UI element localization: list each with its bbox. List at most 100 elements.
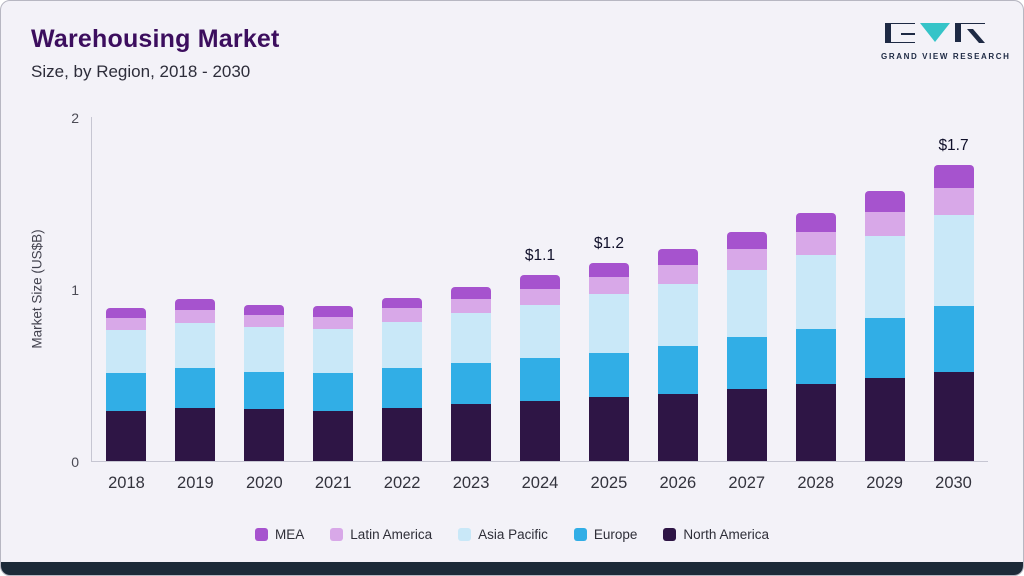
bar-2022	[382, 297, 423, 461]
segment-europe	[726, 337, 767, 389]
legend-swatch-mea	[255, 528, 269, 541]
legend-swatch-north-america	[663, 528, 677, 541]
segment-latin-america	[795, 232, 836, 255]
y-axis-title: Market Size (US$B)	[29, 229, 45, 349]
segment-asia-pacific	[520, 304, 560, 358]
annotation-2024: $1.1	[524, 247, 556, 265]
y-tick-0: 0	[71, 454, 79, 470]
legend-swatch-latin-america	[330, 528, 344, 541]
segment-asia-pacific	[933, 215, 974, 307]
segment-mea	[795, 213, 836, 233]
segment-mea	[382, 297, 423, 308]
legend-label-asia-pacific: Asia Pacific	[478, 527, 548, 542]
segment-latin-america	[588, 277, 629, 295]
segment-north-america	[657, 393, 698, 461]
segment-mea	[726, 232, 767, 250]
segment-europe	[106, 373, 147, 412]
legend-swatch-europe	[573, 528, 587, 541]
legend-item-mea: MEA	[255, 527, 304, 542]
x-tick-2022: 2022	[383, 474, 421, 492]
legend-item-europe: Europe	[573, 527, 638, 542]
segment-europe	[795, 328, 836, 384]
segment-asia-pacific	[795, 254, 836, 329]
segment-europe	[588, 352, 629, 398]
bar-2026	[657, 249, 698, 461]
segment-north-america	[795, 383, 836, 461]
segment-mea	[588, 263, 629, 277]
segment-europe	[451, 362, 492, 405]
segment-europe	[382, 368, 423, 408]
segment-north-america	[106, 411, 147, 461]
segment-north-america	[864, 378, 905, 461]
page-title: Warehousing Market	[31, 25, 280, 53]
segment-mea	[520, 275, 560, 290]
gvr-logo-text: GRAND VIEW RESEARCH	[881, 52, 1011, 61]
segment-asia-pacific	[451, 313, 492, 363]
bar-2028	[795, 213, 836, 461]
bar-2018	[106, 307, 147, 461]
x-tick-2025: 2025	[590, 474, 628, 492]
y-tick-2: 2	[71, 110, 79, 126]
x-tick-2020: 2020	[245, 474, 283, 492]
legend-label-latin-america: Latin America	[350, 527, 433, 542]
grand-view-research-logo: GRAND VIEW RESEARCH	[881, 21, 1011, 61]
segment-europe	[657, 345, 698, 394]
legend-swatch-asia-pacific	[458, 528, 472, 541]
bar-2020	[244, 304, 285, 461]
segment-mea	[106, 307, 147, 319]
legend: MEA Latin America Asia Pacific Europe North …	[1, 527, 1023, 542]
x-tick-2029: 2029	[866, 474, 903, 492]
segment-north-america	[933, 371, 974, 461]
segment-asia-pacific	[244, 326, 285, 372]
segment-latin-america	[175, 309, 216, 324]
segment-mea	[313, 306, 354, 317]
plot-area: 2018 2019 2020 2021 2022 2023 2024 $1.1 2025 $1.2…	[71, 110, 988, 492]
x-tick-2019: 2019	[177, 474, 214, 492]
segment-mea	[657, 249, 698, 265]
segment-latin-america	[451, 299, 492, 314]
x-tick-2021: 2021	[314, 474, 352, 492]
legend-item-north-america: North America	[663, 527, 769, 542]
x-tick-2027: 2027	[728, 474, 766, 492]
segment-latin-america	[726, 249, 767, 271]
bar-2023	[451, 287, 492, 461]
segment-latin-america	[933, 187, 974, 216]
segment-latin-america	[657, 264, 698, 284]
page-subtitle: Size, by Region, 2018 - 2030	[31, 62, 251, 81]
segment-north-america	[382, 407, 423, 461]
bar-2019	[175, 299, 216, 461]
bar-2021	[313, 306, 354, 461]
segment-mea	[933, 165, 974, 188]
segment-asia-pacific	[657, 283, 698, 346]
x-tick-2026: 2026	[659, 474, 697, 492]
x-tick-2018: 2018	[108, 474, 145, 492]
bar-2025	[588, 263, 629, 461]
segment-mea	[175, 299, 216, 310]
segment-mea	[864, 191, 905, 212]
segment-europe	[313, 373, 354, 412]
legend-label-europe: Europe	[593, 527, 638, 542]
segment-europe	[175, 368, 216, 408]
segment-north-america	[726, 388, 767, 461]
segment-latin-america	[520, 289, 560, 305]
segment-mea	[244, 304, 285, 315]
legend-item-latin-america: Latin America	[330, 527, 432, 542]
segment-latin-america	[864, 211, 905, 236]
bar-2024	[520, 275, 560, 461]
x-tick-2028: 2028	[797, 474, 835, 492]
segment-north-america	[175, 407, 216, 461]
x-tick-2024: 2024	[521, 474, 559, 492]
segment-europe	[244, 371, 285, 410]
gvr-logo-icon	[885, 23, 985, 43]
segment-asia-pacific	[864, 235, 905, 319]
segment-asia-pacific	[382, 321, 423, 369]
segment-europe	[933, 306, 974, 372]
legend-label-mea: MEA	[275, 527, 305, 542]
segment-north-america	[588, 397, 629, 461]
x-tick-2030: 2030	[935, 474, 972, 492]
segment-latin-america	[313, 316, 354, 329]
segment-asia-pacific	[175, 323, 216, 369]
legend-label-north-america: North America	[683, 527, 769, 542]
segment-asia-pacific	[726, 270, 767, 338]
